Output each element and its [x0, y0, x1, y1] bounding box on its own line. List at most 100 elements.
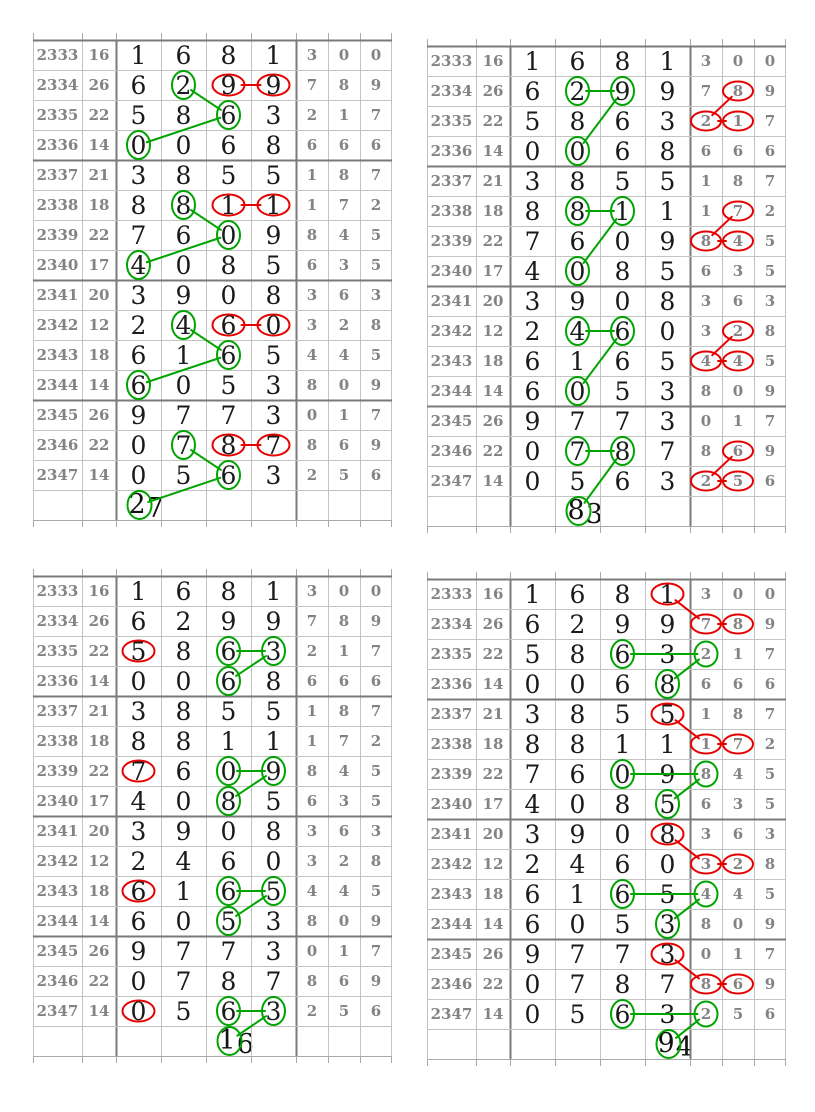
cell-main-digit: 4 [524, 789, 541, 819]
cell-main-digit: 0 [175, 666, 192, 696]
cell-main-digit: 0 [220, 280, 237, 310]
cell-test-digit: 5 [764, 261, 776, 280]
cell-main-digit: 0 [524, 669, 541, 699]
cell-test-digit: 6 [338, 435, 350, 454]
cell-sum: 26 [88, 75, 110, 94]
cell-main-digit: 3 [659, 999, 676, 1029]
cell-test-digit: 6 [732, 824, 744, 843]
cell-sum: 26 [88, 611, 110, 630]
cell-main-digit: 5 [524, 106, 541, 136]
cell-main-digit: 5 [614, 166, 631, 196]
cell-sum: 22 [88, 761, 110, 780]
cell-main-digit: 0 [614, 819, 631, 849]
cell-test-digit: 7 [764, 944, 776, 963]
cell-main-digit: 0 [175, 906, 192, 936]
cell-period: 2344 [36, 911, 79, 930]
cell-sum: 20 [482, 824, 504, 843]
cell-main-digit: 6 [175, 40, 192, 70]
cell-period: 2345 [430, 411, 473, 430]
cell-test-digit: 7 [306, 611, 318, 630]
cell-main-digit: 9 [659, 226, 676, 256]
cell-test-digit: 8 [700, 441, 712, 460]
cell-main-digit: 3 [524, 699, 541, 729]
cell-test-digit: 6 [306, 671, 318, 690]
cell-main-digit: 6 [220, 876, 237, 906]
cell-period: 2334 [36, 611, 79, 630]
cell-sum: 14 [482, 1004, 504, 1023]
cell-main-digit: 9 [130, 936, 147, 966]
cell-main-digit: 0 [614, 286, 631, 316]
cell-sum: 26 [88, 941, 110, 960]
cell-main-digit: 0 [524, 969, 541, 999]
cell-period: 2343 [36, 345, 79, 364]
cell-test-digit: 0 [338, 375, 350, 394]
cell-test-digit: 6 [732, 974, 744, 993]
cell-sum: 22 [482, 974, 504, 993]
cell-main-digit: 5 [659, 346, 676, 376]
cell-period: 2338 [36, 195, 79, 214]
cell-test-digit: 8 [700, 231, 712, 250]
cell-test-digit: 6 [764, 1004, 776, 1023]
cell-test-digit: 3 [370, 285, 382, 304]
cell-main-digit: 5 [220, 696, 237, 726]
cell-sum: 14 [88, 135, 110, 154]
cell-main-digit: 3 [659, 376, 676, 406]
cell-main-digit: 6 [220, 666, 237, 696]
cell-main-digit: 8 [614, 579, 631, 609]
cell-sum: 22 [88, 105, 110, 124]
cell-main-digit: 0 [524, 999, 541, 1029]
cell-sum: 14 [88, 671, 110, 690]
cell-main-digit: 0 [175, 786, 192, 816]
cell-main-digit: 0 [524, 466, 541, 496]
prediction-annotation: 27 [129, 490, 164, 524]
cell-period: 2336 [430, 674, 473, 693]
cell-main-digit: 3 [659, 909, 676, 939]
cell-main-digit: 0 [175, 250, 192, 280]
cell-test-digit: 2 [732, 854, 744, 873]
cell-test-digit: 1 [306, 165, 318, 184]
cell-main-digit: 6 [569, 46, 586, 76]
cell-main-digit: 1 [220, 726, 237, 756]
cell-test-digit: 8 [306, 911, 318, 930]
cell-main-digit: 8 [569, 106, 586, 136]
cell-main-digit: 7 [175, 936, 192, 966]
cell-test-digit: 0 [306, 405, 318, 424]
cell-main-digit: 5 [569, 466, 586, 496]
cell-main-digit: 6 [524, 346, 541, 376]
cell-main-digit: 6 [614, 136, 631, 166]
cell-period: 2340 [36, 791, 79, 810]
cell-main-digit: 9 [220, 70, 237, 100]
cell-sum: 18 [88, 195, 110, 214]
cell-period: 2335 [430, 644, 473, 663]
cell-main-digit: 6 [220, 996, 237, 1026]
cell-test-digit: 2 [306, 1001, 318, 1020]
cell-main-digit: 0 [569, 256, 586, 286]
cell-sum: 12 [88, 315, 110, 334]
cell-main-digit: 8 [175, 726, 192, 756]
cell-main-digit: 6 [220, 636, 237, 666]
cell-test-digit: 9 [370, 75, 382, 94]
cell-main-digit: 3 [130, 696, 147, 726]
cell-main-digit: 6 [569, 759, 586, 789]
prediction-digit-circled: 9 [657, 1028, 675, 1059]
cell-main-digit: 6 [130, 370, 147, 400]
cell-test-digit: 7 [700, 81, 712, 100]
cell-main-digit: 8 [130, 190, 147, 220]
cell-main-digit: 3 [524, 819, 541, 849]
cell-main-digit: 7 [220, 400, 237, 430]
cell-main-digit: 1 [659, 196, 676, 226]
cell-main-digit: 6 [614, 639, 631, 669]
cell-main-digit: 6 [614, 879, 631, 909]
cell-test-digit: 7 [338, 731, 350, 750]
cell-main-digit: 6 [614, 466, 631, 496]
cell-test-digit: 4 [732, 231, 744, 250]
cell-test-digit: 7 [370, 405, 382, 424]
cell-test-digit: 9 [764, 614, 776, 633]
cell-test-digit: 7 [764, 644, 776, 663]
cell-test-digit: 6 [338, 135, 350, 154]
cell-test-digit: 9 [764, 81, 776, 100]
cell-test-digit: 4 [732, 764, 744, 783]
cell-test-digit: 8 [732, 81, 744, 100]
cell-main-digit: 8 [175, 160, 192, 190]
cell-sum: 22 [88, 641, 110, 660]
